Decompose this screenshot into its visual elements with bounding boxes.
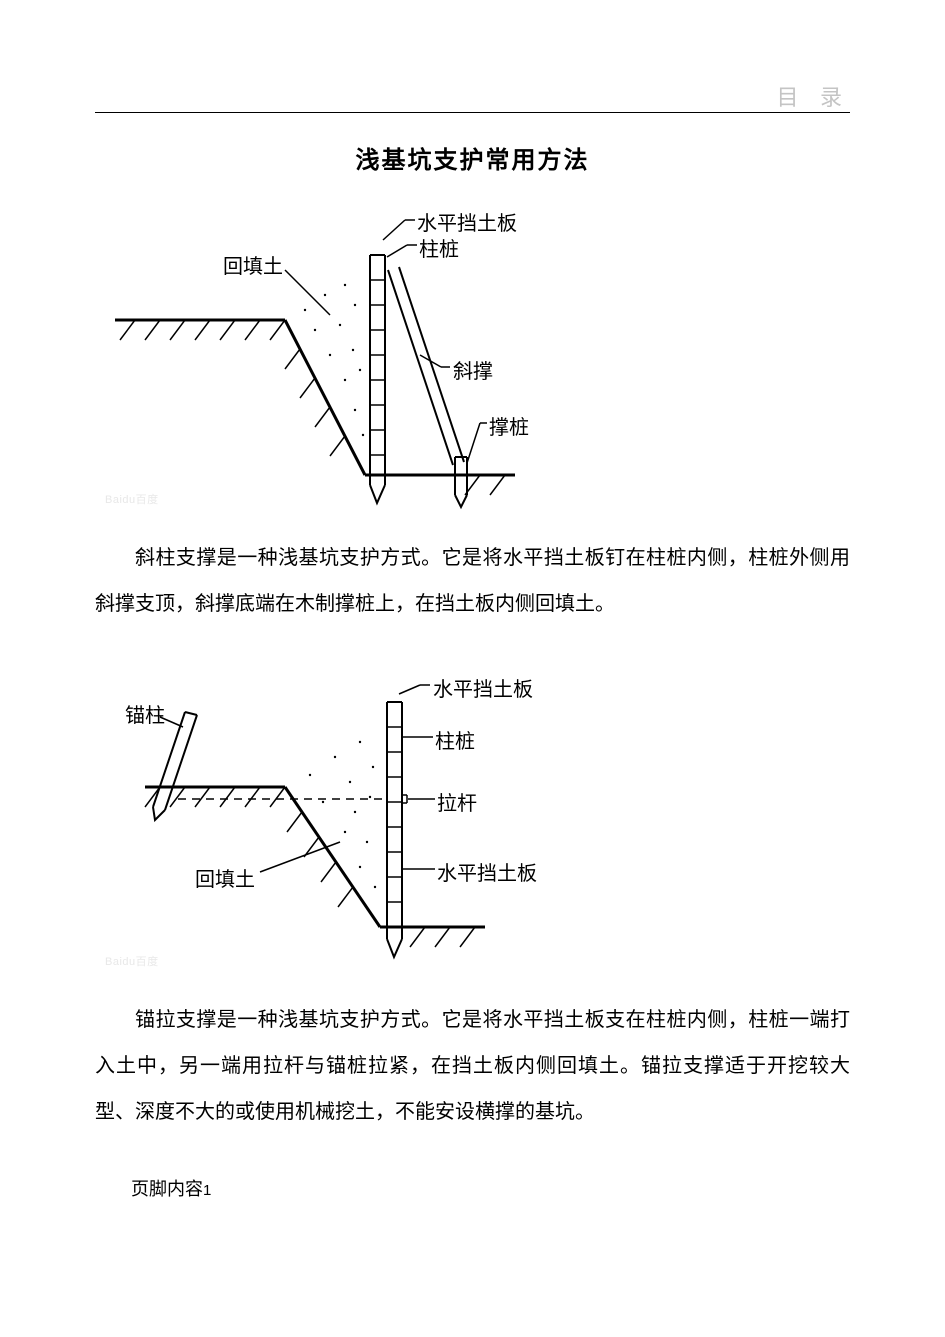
diagram2-label-anchor-pile: 锚柱 — [125, 699, 165, 728]
diagram2-label-tie-rod: 拉杆 — [437, 787, 477, 816]
header-rule — [95, 112, 850, 113]
diagram1-label-brace-pile: 撑桩 — [489, 411, 529, 440]
diagram1-label-column-pile: 柱桩 — [419, 233, 459, 262]
paragraph-2: 锚拉支撑是一种浅基坑支护方式。它是将水平挡土板支在柱桩内侧，柱桩一端打入土中，另… — [95, 997, 850, 1135]
diagram-1: 水平挡土板 柱桩 回填土 斜撑 撑桩 Baidu百度 — [105, 195, 525, 515]
header-toc-label: 目 录 — [776, 80, 850, 112]
diagram2-label-column-pile: 柱桩 — [435, 725, 475, 754]
page-footer: 页脚内容1 — [95, 1175, 850, 1201]
diagram-2-svg — [105, 657, 545, 977]
diagram2-label-horizontal-board-bottom: 水平挡土板 — [437, 857, 537, 886]
diagram1-label-backfill: 回填土 — [223, 250, 283, 279]
document-page: 目 录 浅基坑支护常用方法 — [0, 0, 945, 1241]
diagram2-watermark: Baidu百度 — [105, 953, 159, 969]
footer-page-number: 1 — [203, 1182, 211, 1199]
diagram1-label-diagonal-brace: 斜撑 — [453, 355, 493, 384]
footer-text: 页脚内容 — [131, 1179, 203, 1199]
page-title: 浅基坑支护常用方法 — [95, 140, 850, 175]
diagram1-label-horizontal-board: 水平挡土板 — [417, 207, 517, 236]
paragraph-1: 斜柱支撑是一种浅基坑支护方式。它是将水平挡土板钉在柱桩内侧，柱桩外侧用斜撑支顶，… — [95, 535, 850, 627]
diagram2-label-backfill: 回填土 — [195, 863, 255, 892]
diagram2-label-horizontal-board-top: 水平挡土板 — [433, 673, 533, 702]
diagram-2: 锚柱 水平挡土板 柱桩 拉杆 回填土 水平挡土板 Baidu百度 — [105, 657, 545, 977]
diagram1-watermark: Baidu百度 — [105, 491, 159, 507]
